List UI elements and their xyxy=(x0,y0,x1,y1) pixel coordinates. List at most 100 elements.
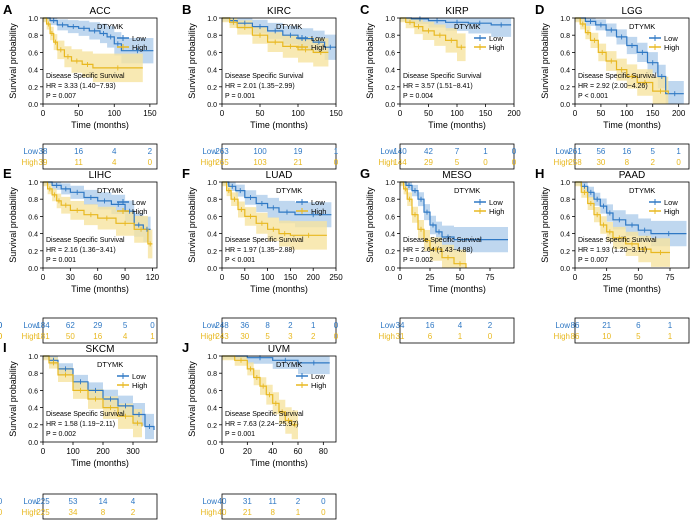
risk-count-low: 1 xyxy=(334,147,339,156)
p-value: P = 0.001 xyxy=(225,93,255,100)
risk-count-high: 0 xyxy=(483,158,488,167)
legend-label-low: Low xyxy=(132,198,146,207)
risk-count-high: 0 xyxy=(488,332,493,341)
risk-count-high: 8 xyxy=(101,508,106,517)
panel-letter: E xyxy=(3,166,12,181)
risk-count-low: 16 xyxy=(74,147,83,156)
y-tick-label: 1.0 xyxy=(385,16,395,23)
y-tick-label: 0.8 xyxy=(560,33,570,40)
risk-count-low: 56 xyxy=(596,147,605,156)
hazard-ratio: HR = 2.92 (2.00−4.26) xyxy=(578,83,648,90)
plot-frame xyxy=(574,17,690,105)
ci-band-low xyxy=(575,182,687,248)
y-tick-label: 0.8 xyxy=(28,371,38,378)
risk-count-high: 0 xyxy=(0,332,3,341)
risk-count-high: 2 xyxy=(131,508,136,517)
x-tick-label: 150 xyxy=(329,109,343,118)
risk-row-label-low: Low xyxy=(23,321,38,330)
legend-title: DTYMK xyxy=(97,186,123,195)
legend-title: DTYMK xyxy=(276,360,302,369)
y-axis-label: Survival probability xyxy=(187,23,197,99)
risk-count-high: 21 xyxy=(243,508,252,517)
x-tick-label: 0 xyxy=(220,109,225,118)
y-axis-label: Survival probability xyxy=(8,23,18,99)
risk-table-frame xyxy=(574,143,690,170)
x-tick-label: 100 xyxy=(450,109,464,118)
legend-label-low: Low xyxy=(664,34,678,43)
risk-row-label-high: High xyxy=(379,158,395,167)
km-panel-kirc: B KIRC 0.0 0.2 0.4 0.6 0.8 1.0 0 50 100 150 Time (mo… xyxy=(182,2,343,170)
y-tick-label: 0.0 xyxy=(560,266,570,273)
p-value: P < 0.001 xyxy=(225,257,255,264)
panel-title: KIRP xyxy=(445,6,469,17)
plot-frame xyxy=(221,17,337,105)
y-tick-label: 0.4 xyxy=(207,232,217,239)
x-tick-label: 50 xyxy=(634,273,643,282)
x-tick-label: 50 xyxy=(240,273,249,282)
p-value: P = 0.002 xyxy=(46,431,76,438)
y-tick-label: 0.2 xyxy=(207,423,217,430)
risk-row-label-high: High xyxy=(554,332,570,341)
x-tick-label: 100 xyxy=(108,109,122,118)
risk-table-frame xyxy=(42,143,158,170)
ci-band-high xyxy=(222,356,298,441)
y-tick-label: 0.2 xyxy=(385,85,395,92)
ci-band-low xyxy=(400,182,508,254)
x-tick-label: 300 xyxy=(126,447,140,456)
panel-title: KIRC xyxy=(267,6,291,17)
y-tick-label: 0.2 xyxy=(560,85,570,92)
risk-count-low: 1 xyxy=(676,147,681,156)
y-tick-label: 1.0 xyxy=(28,16,38,23)
km-panel-acc: A ACC 0.0 0.2 0.4 0.6 0.8 1.0 0 50 100 150 Time (mon… xyxy=(3,2,158,170)
risk-count-high: 39 xyxy=(39,158,48,167)
y-tick-label: 0.2 xyxy=(385,249,395,256)
risk-count-low: 6 xyxy=(636,321,641,330)
x-tick-label: 0 xyxy=(41,109,46,118)
annotation-title: Disease Specific Survival xyxy=(403,73,482,80)
x-tick-label: 0 xyxy=(220,273,225,282)
x-tick-label: 100 xyxy=(66,447,80,456)
y-tick-label: 0.0 xyxy=(28,102,38,109)
y-tick-label: 0.6 xyxy=(207,50,217,57)
y-tick-label: 0.4 xyxy=(28,68,38,75)
p-value: P = 0.002 xyxy=(403,257,433,264)
risk-count-high: 31 xyxy=(396,332,405,341)
x-tick-label: 30 xyxy=(66,273,75,282)
risk-count-low: 4 xyxy=(112,147,117,156)
risk-count-high: 30 xyxy=(240,332,249,341)
hazard-ratio: HR = 2.16 (1.36−3.41) xyxy=(46,247,116,254)
risk-count-low: 100 xyxy=(253,147,267,156)
legend-label-low: Low xyxy=(311,198,325,207)
risk-count-low: 140 xyxy=(393,147,407,156)
y-tick-label: 0.8 xyxy=(385,197,395,204)
y-tick-label: 0.6 xyxy=(560,214,570,221)
y-tick-label: 0.4 xyxy=(560,232,570,239)
x-tick-label: 200 xyxy=(307,273,321,282)
y-tick-label: 0.0 xyxy=(207,102,217,109)
survival-curve-high xyxy=(575,181,670,254)
y-tick-label: 0.8 xyxy=(207,371,217,378)
x-tick-label: 150 xyxy=(646,109,660,118)
legend-label-low: Low xyxy=(489,198,503,207)
risk-count-high: 0 xyxy=(676,158,681,167)
risk-count-high: 16 xyxy=(93,332,102,341)
plot-frame xyxy=(574,181,690,269)
risk-count-high: 8 xyxy=(270,508,275,517)
risk-count-low: 5 xyxy=(651,147,656,156)
risk-count-high: 5 xyxy=(636,332,641,341)
risk-table-frame xyxy=(42,493,158,520)
risk-count-low: 0 xyxy=(0,321,3,330)
x-axis-label: Time (months) xyxy=(250,458,308,468)
y-tick-label: 1.0 xyxy=(207,16,217,23)
panel-title: LGG xyxy=(621,6,642,17)
y-tick-label: 0.8 xyxy=(28,33,38,40)
plot-frame xyxy=(42,17,158,105)
risk-table-frame xyxy=(221,143,337,170)
y-axis-label: Survival probability xyxy=(8,187,18,263)
risk-count-high: 0 xyxy=(334,158,339,167)
p-value: P = 0.001 xyxy=(225,431,255,438)
legend-label-high: High xyxy=(311,381,326,390)
plot-frame xyxy=(399,181,515,269)
y-tick-label: 0.8 xyxy=(207,197,217,204)
